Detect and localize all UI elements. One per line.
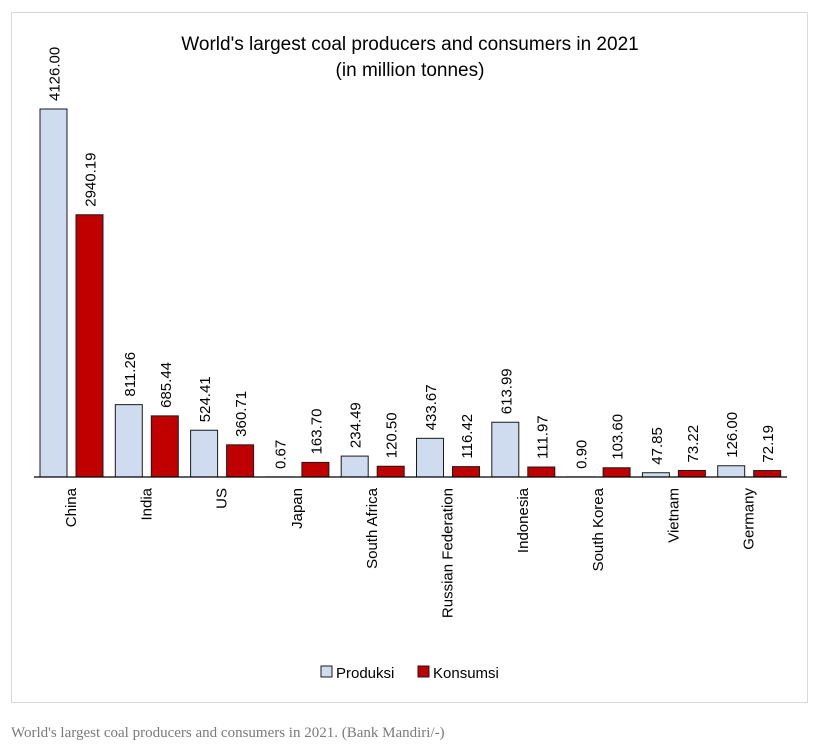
category-label-us: US <box>214 488 231 509</box>
bar-produksi-us <box>190 429 219 478</box>
bar-produksi-india <box>114 404 143 478</box>
legend-label-produksi: Produksi <box>336 665 394 682</box>
legend-label-konsumsi: Konsumsi <box>433 665 499 682</box>
chart-subtitle: (in million tonnes) <box>336 60 485 81</box>
bars-layer <box>39 108 782 478</box>
chart-title: World's largest coal producers and consu… <box>181 34 638 55</box>
bar-konsumsi-south-africa <box>376 465 405 478</box>
bar-produksi-south-africa <box>340 455 369 478</box>
category-label-vietnam: Vietnam <box>665 488 682 543</box>
category-label-japan: Japan <box>289 488 306 529</box>
bar-konsumsi-south-korea <box>602 467 631 478</box>
value-label-produksi-south-korea: 0.90 <box>574 440 591 469</box>
chart-legend: Produksi Konsumsi <box>320 665 499 682</box>
bar-produksi-germany <box>717 465 746 478</box>
value-label-produksi-vietnam: 47.85 <box>649 427 666 465</box>
bar-konsumsi-japan <box>301 461 330 478</box>
legend-swatch-produksi <box>320 665 333 678</box>
bar-konsumsi-us <box>226 444 255 478</box>
value-label-konsumsi-vietnam: 73.22 <box>685 425 702 463</box>
bar-produksi-russian-federation <box>416 437 444 478</box>
bar-chart: World's largest coal producers and consu… <box>34 34 787 682</box>
category-label-south-korea: South Korea <box>590 487 607 571</box>
legend-swatch-konsumsi <box>417 665 430 678</box>
bar-konsumsi-india <box>150 415 179 478</box>
value-labels-layer: 4126.00 2940.19 811.26 685.44 524.41 360.71 0.… <box>47 47 778 469</box>
value-label-produksi-japan: 0.67 <box>272 440 289 469</box>
category-label-indonesia: Indonesia <box>515 487 532 553</box>
value-label-produksi-china: 4126.00 <box>47 47 64 101</box>
category-label-germany: Germany <box>741 488 758 550</box>
bar-konsumsi-china <box>75 214 104 478</box>
value-label-konsumsi-russian-federation: 116.42 <box>459 414 476 459</box>
bar-produksi-china <box>39 108 68 478</box>
value-label-produksi-south-africa: 234.49 <box>348 402 365 448</box>
bar-konsumsi-russian-federation <box>452 466 480 478</box>
value-label-konsumsi-germany: 72.19 <box>760 425 777 463</box>
value-label-konsumsi-indonesia: 111.97 <box>534 415 551 459</box>
bar-konsumsi-vietnam <box>677 469 706 478</box>
value-label-produksi-russian-federation: 433.67 <box>423 384 440 430</box>
category-labels-layer: China India US Japan South Africa Russian Fed… <box>63 487 758 618</box>
category-label-south-africa: South Africa <box>364 487 381 569</box>
chart-frame: World's largest coal producers and consu… <box>11 12 808 703</box>
image-caption: World's largest coal producers and consu… <box>11 725 445 741</box>
value-label-produksi-india: 811.26 <box>122 352 139 397</box>
value-label-produksi-indonesia: 613.99 <box>498 368 515 414</box>
category-label-china: China <box>63 487 80 527</box>
value-label-konsumsi-us: 360.71 <box>233 391 250 437</box>
category-label-russian-federation: Russian Federation <box>440 488 457 618</box>
value-label-produksi-us: 524.41 <box>197 376 214 422</box>
value-label-konsumsi-south-africa: 120.50 <box>384 412 401 458</box>
value-label-produksi-germany: 126.00 <box>724 412 741 458</box>
bar-konsumsi-indonesia <box>527 466 556 478</box>
value-label-konsumsi-south-korea: 103.60 <box>610 414 627 460</box>
bar-produksi-indonesia <box>491 421 520 478</box>
category-label-india: India <box>138 487 155 520</box>
value-label-konsumsi-japan: 163.70 <box>308 409 325 455</box>
value-label-konsumsi-india: 685.44 <box>158 362 175 408</box>
value-label-konsumsi-china: 2940.19 <box>83 153 100 207</box>
bar-konsumsi-germany <box>753 470 782 478</box>
